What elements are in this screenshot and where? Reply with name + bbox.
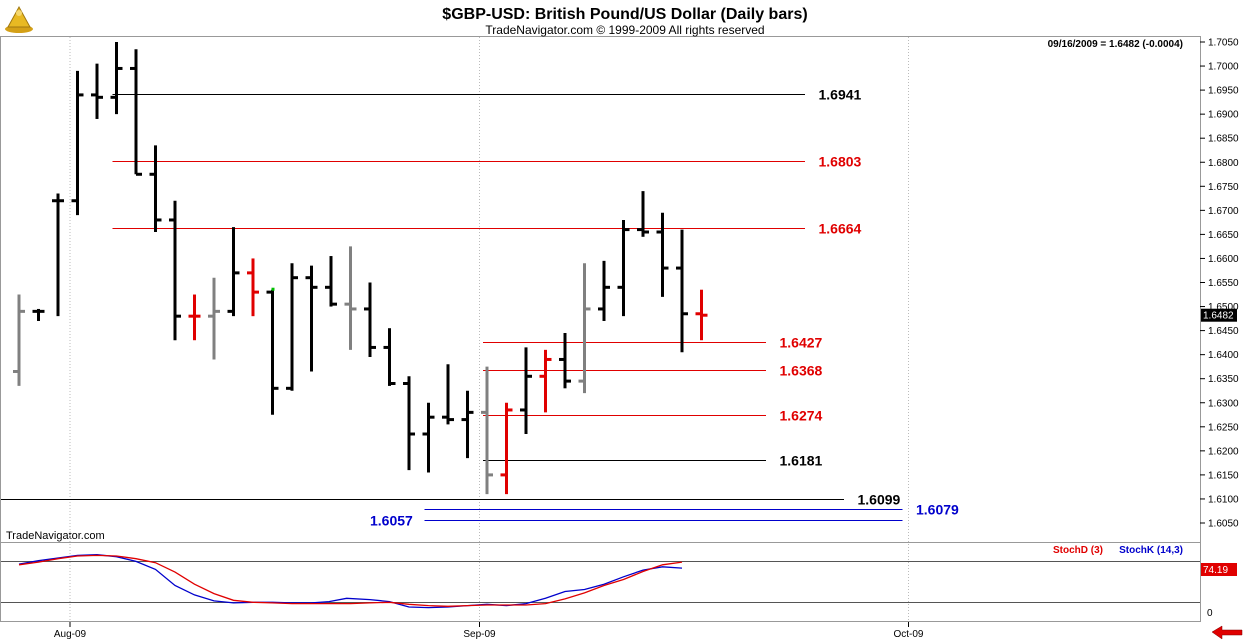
- y-tick-label: 1.6600: [1208, 254, 1239, 265]
- y-tick-label: 1.6450: [1208, 326, 1239, 337]
- stoch-series-line: [18, 554, 683, 609]
- ohlc-bar: [539, 349, 552, 413]
- ohlc-bar: [13, 294, 25, 386]
- ohlc-bar: [656, 212, 669, 297]
- ohlc-bar: [227, 227, 240, 317]
- ohlc-bar: [461, 390, 474, 459]
- ohlc-bar: [481, 366, 493, 495]
- last-price-box: 1.6482: [1201, 308, 1237, 322]
- chart-title: $GBP-USD: British Pound/US Dollar (Daily…: [442, 6, 807, 23]
- y-tick-label: 1.6950: [1208, 86, 1239, 97]
- x-tick-label: Aug-09: [54, 629, 87, 640]
- ohlc-bar: [676, 229, 688, 353]
- ohlc-bar: [403, 376, 415, 471]
- level-label: 1.6803: [819, 154, 862, 170]
- y-tick-label: 1.6150: [1208, 470, 1239, 481]
- date-axis: Aug-09 Sep-09 Oct-09: [54, 622, 924, 640]
- level-label: 1.6664: [819, 221, 862, 237]
- x-tick-label: Sep-09: [463, 629, 496, 640]
- ohlc-bar: [52, 193, 64, 317]
- y-tick-label: 1.6850: [1208, 134, 1239, 145]
- red-left-arrow-icon[interactable]: [1211, 625, 1243, 640]
- y-tick-label: 1.6250: [1208, 422, 1239, 433]
- ohlc-bar: [442, 364, 454, 425]
- stoch-series-line: [18, 554, 683, 607]
- ohlc-bar: [71, 70, 84, 216]
- level-label: 1.6181: [780, 453, 823, 469]
- ohlc-bar: [149, 145, 162, 232]
- level-label: 1.6274: [780, 408, 823, 424]
- ohlc-bar: [422, 402, 435, 473]
- y-tick-label: 1.6500: [1208, 302, 1239, 313]
- level-label: 1.6941: [819, 87, 862, 103]
- ohlc-bar: [266, 289, 279, 415]
- y-tick-label: 1.6700: [1208, 206, 1239, 217]
- ohlc-bar: [559, 333, 571, 389]
- stochk-legend: StochK (14,3): [1119, 545, 1183, 556]
- y-tick-label: 1.6650: [1208, 230, 1239, 241]
- price-axis: 1.7050 1.7000 1.6950 1.6900 1.6850 1.6800 1.67…: [1200, 38, 1239, 530]
- y-tick-label: 1.7000: [1208, 62, 1239, 73]
- ohlc-bar: [188, 294, 201, 341]
- ohlc-bar: [598, 260, 610, 321]
- stochastic-panel: [1, 554, 1200, 609]
- ohlc-bar: [325, 256, 337, 307]
- y-tick-label: 1.6750: [1208, 182, 1239, 193]
- y-tick-label: 1.6100: [1208, 494, 1239, 505]
- y-tick-label: 1.6200: [1208, 446, 1239, 457]
- ohlc-bar: [617, 219, 630, 317]
- support-resistance-levels: 1.6941 1.6803 1.6664 1.6427 1.6368 1.6274 1.61…: [1, 87, 959, 529]
- y-tick-label: 1.7050: [1208, 38, 1239, 49]
- y-tick-label: 1.6350: [1208, 374, 1239, 385]
- level-label: 1.6368: [780, 363, 823, 379]
- y-tick-label: 1.6550: [1208, 278, 1239, 289]
- ohlc-bar: [364, 282, 376, 358]
- ohlc-bars: [13, 42, 708, 495]
- stoch-value-box: 74.19: [1201, 563, 1237, 576]
- watermark-text: TradeNavigator.com: [6, 530, 105, 542]
- ohlc-bar: [110, 42, 123, 115]
- last-quote-text: 09/16/2009 = 1.6482 (-0.0004): [1048, 39, 1183, 50]
- ohlc-bar: [169, 200, 181, 341]
- copyright-text: TradeNavigator.com © 1999-2009 All right…: [485, 23, 764, 37]
- ohlc-bar: [286, 263, 298, 391]
- signal-marker: [271, 287, 275, 291]
- ohlc-bar: [520, 347, 532, 435]
- ohlc-bar: [247, 258, 259, 317]
- ohlc-bar: [637, 191, 649, 237]
- ohlc-bar: [500, 402, 513, 495]
- level-label: 1.6079: [916, 502, 959, 518]
- ohlc-bar: [130, 49, 142, 176]
- ohlc-bar: [32, 308, 45, 321]
- y-tick-label: 1.6900: [1208, 110, 1239, 121]
- ohlc-bar: [383, 328, 396, 386]
- ohlc-bar: [344, 246, 357, 350]
- level-label: 1.6427: [780, 335, 823, 351]
- ohlc-bar: [305, 265, 318, 372]
- level-label: 1.6057: [370, 513, 413, 529]
- vertical-gridlines: [69, 37, 909, 621]
- last-price-label: 1.6482: [1203, 311, 1234, 322]
- y-tick-label: 1.6400: [1208, 350, 1239, 361]
- level-label: 1.6099: [858, 492, 901, 508]
- stoch-zero-label: 0: [1207, 608, 1213, 619]
- stochd-legend: StochD (3): [1053, 545, 1103, 556]
- y-tick-label: 1.6050: [1208, 519, 1239, 530]
- ohlc-bar: [208, 277, 220, 360]
- x-tick-label: Oct-09: [893, 629, 923, 640]
- ohlc-bar: [578, 263, 591, 394]
- y-tick-label: 1.6800: [1208, 158, 1239, 169]
- stoch-last-value: 74.19: [1203, 565, 1228, 576]
- y-tick-label: 1.6300: [1208, 398, 1239, 409]
- ohlc-bar: [91, 63, 103, 119]
- gold-trophy-icon[interactable]: [5, 5, 33, 33]
- ohlc-bar: [695, 289, 708, 341]
